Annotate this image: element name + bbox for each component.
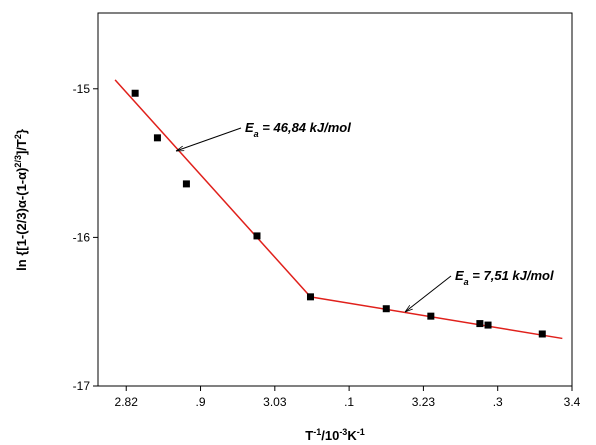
label-part: = 46,84 kJ/mol — [259, 120, 352, 135]
label-part: K — [347, 428, 357, 443]
x-tick-label: .9 — [196, 395, 206, 409]
label-part: -1 — [313, 427, 321, 437]
point — [476, 320, 484, 328]
x-tick-label: 3.23 — [412, 395, 436, 409]
label-part: 2/3 — [13, 155, 23, 168]
y-axis-label: ln {[1-(2/3)α-(1-α)2/3]/T2} — [13, 129, 29, 271]
label-part: T — [305, 428, 313, 443]
y-tick-label: -17 — [73, 379, 91, 393]
point — [253, 232, 261, 240]
y-tick-label: -16 — [73, 230, 91, 244]
label-part: /10 — [321, 428, 339, 443]
label-part: -3 — [339, 427, 347, 437]
annotation: Ea = 46,84 kJ/mol — [245, 120, 351, 139]
label-part: 2 — [13, 134, 23, 139]
arrow — [176, 127, 242, 152]
plot-frame — [97, 12, 573, 387]
label-part: a — [464, 277, 469, 287]
label-part: -1 — [357, 427, 365, 437]
x-tick-label: 2.82 — [115, 395, 139, 409]
fit-line — [114, 79, 312, 298]
arrow — [405, 275, 452, 312]
fit-line — [310, 296, 563, 340]
point — [153, 134, 161, 142]
label-part: a — [254, 129, 259, 139]
annotation: Ea = 7,51 kJ/mol — [455, 268, 554, 287]
point — [538, 330, 546, 338]
point — [382, 305, 390, 313]
x-tick-label: 3.4 — [564, 395, 581, 409]
label-part: ]/T — [14, 139, 29, 155]
label-part: E — [455, 268, 464, 283]
label-part: } — [14, 129, 29, 134]
point — [306, 293, 314, 301]
label-part: ln {[1-(2/3)α-(1-α) — [14, 168, 29, 271]
x-tick-label: .1 — [344, 395, 354, 409]
point — [484, 321, 492, 329]
point — [182, 180, 190, 188]
y-tick-label: -15 — [73, 82, 91, 96]
x-axis-label: T-1/10-3K-1 — [305, 427, 364, 443]
point — [427, 312, 435, 320]
label-part: = 7,51 kJ/mol — [469, 268, 554, 283]
point — [131, 89, 139, 97]
x-tick-label: 3.03 — [263, 395, 287, 409]
label-part: E — [245, 120, 254, 135]
x-tick-label: .3 — [493, 395, 503, 409]
